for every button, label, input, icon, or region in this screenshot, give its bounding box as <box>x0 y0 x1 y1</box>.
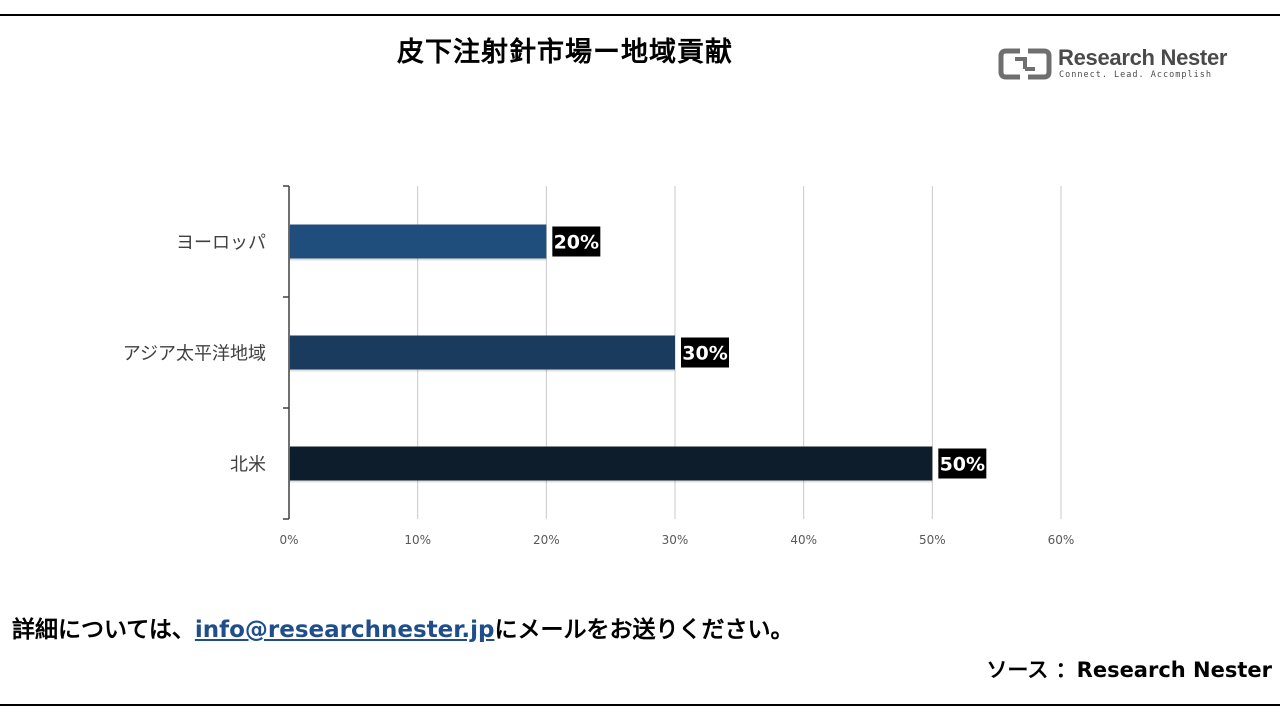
x-tick-label: 40% <box>790 533 817 547</box>
category-label: 北米 <box>230 455 266 476</box>
x-tick-label: 60% <box>1048 533 1075 547</box>
source-note: ソース ：Research Nester <box>986 658 1272 682</box>
category-label: ヨーロッパ <box>176 233 266 254</box>
contact-note: 詳細については、info@researchnester.jpにメールをお送りくだ… <box>12 610 793 644</box>
logo-tagline: Connect. Lead. Accomplish <box>1059 70 1212 80</box>
data-label-box <box>938 448 987 479</box>
data-label: 50% <box>940 454 985 476</box>
data-label-box <box>552 226 601 257</box>
x-tick-label: 50% <box>919 533 946 547</box>
bar <box>290 224 547 259</box>
contact-text-before: 詳細については、 <box>12 617 195 643</box>
x-tick-label: 30% <box>662 533 689 547</box>
data-label: 20% <box>554 232 599 254</box>
top-rule <box>0 14 1280 16</box>
category-label: アジア太平洋地域 <box>123 344 266 365</box>
email-link[interactable]: info@researchnester.jp <box>194 617 495 643</box>
research-nester-logo: Research Nester Connect. Lead. Accomplis… <box>998 45 1228 85</box>
research-nester-logo-icon <box>998 48 1052 80</box>
x-tick-label: 0% <box>279 533 298 547</box>
bottom-rule <box>0 704 1280 706</box>
logo-name: Research Nester <box>1058 45 1228 70</box>
data-label: 30% <box>682 343 727 365</box>
chart-title: 皮下注射針市場ー地域貢献 <box>397 37 733 68</box>
bar <box>290 446 933 481</box>
bar <box>290 335 675 370</box>
contact-text-after: にメールをお送りください。 <box>494 617 794 643</box>
bar-chart: 0% 10% 20% 30% 40% 50% 60% ヨーロッパ 20% アジア太平洋地域 30% 北… <box>123 185 1075 547</box>
x-tick-label: 20% <box>533 533 560 547</box>
data-label-box <box>681 337 729 368</box>
x-tick-label: 10% <box>404 533 431 547</box>
